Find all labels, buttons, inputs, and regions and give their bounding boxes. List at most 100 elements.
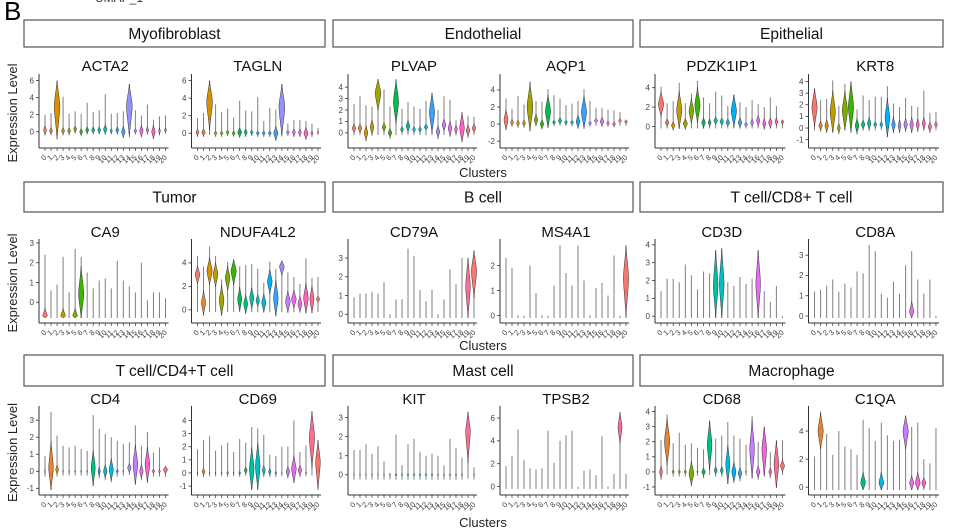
gene-title: ACTA2 (82, 58, 129, 75)
violin-body (231, 130, 236, 137)
violin-body (133, 128, 138, 134)
y-tick-label: 4 (339, 83, 344, 92)
x-tick-label: 5 (685, 153, 694, 162)
y-tick-label: 4 (491, 437, 496, 446)
violin-body (707, 420, 713, 471)
x-tick-label: 7 (698, 153, 707, 162)
violin-body (310, 130, 314, 137)
y-tick-label: 3 (646, 422, 651, 431)
y-tick-label: 4 (182, 259, 187, 268)
x-tick-label: 3 (366, 328, 375, 337)
x-tick-label: 5 (530, 153, 539, 162)
violin-body (230, 259, 237, 285)
x-tick-label: 8 (548, 328, 557, 337)
violin-body (503, 109, 509, 130)
violin-body (618, 117, 622, 124)
violin-body (719, 117, 724, 127)
x-tick-label: 9 (710, 500, 719, 509)
x-tick-label: 11 (255, 153, 267, 165)
violin-body (195, 128, 200, 137)
x-tick-label: 1 (45, 328, 54, 337)
violin-body (196, 472, 199, 474)
violin-body (164, 127, 167, 133)
x-tick-label: 11 (103, 500, 115, 512)
y-tick-label: 2 (339, 273, 344, 282)
violin-body (916, 118, 920, 131)
gene-title: CD79A (390, 224, 438, 241)
violin-body (273, 279, 279, 317)
violin-body (713, 465, 718, 476)
x-tick-label: 6 (692, 328, 701, 337)
gene-title: KRT8 (856, 58, 894, 75)
x-tick-label: 0 (348, 153, 357, 162)
violin-body (744, 470, 748, 474)
violin-body (915, 471, 921, 491)
x-tick-label: 0 (809, 500, 818, 509)
facet-header-label: Mast cell (452, 363, 513, 380)
violin-body (594, 117, 598, 124)
violin-body (855, 118, 860, 134)
violin-body (91, 125, 95, 135)
violin-body (103, 123, 108, 135)
y-tick-label: 2 (646, 437, 651, 446)
x-tick-label: 1 (815, 328, 824, 337)
gene-title: PDZK1IP1 (686, 58, 757, 75)
y-tick-label: 3 (339, 413, 344, 422)
violin-body (922, 117, 926, 130)
violin-body (430, 472, 434, 477)
violin-body (873, 120, 877, 129)
x-tick-label: 2 (360, 153, 369, 162)
violin-body (600, 116, 604, 127)
violin-body (121, 126, 126, 138)
y-tick-label: 2 (182, 282, 187, 291)
facet-header-box (639, 354, 944, 387)
x-tick-label: 9 (402, 153, 411, 162)
violin-body (817, 412, 824, 450)
violin-body (158, 468, 161, 475)
x-tick-label: 1 (815, 500, 824, 509)
x-tick-label: 8 (704, 500, 713, 509)
y-tick-label: 4 (646, 407, 651, 416)
x-tick-label: 2 (512, 153, 521, 162)
violin-body (909, 301, 914, 319)
x-tick-label: 9 (863, 500, 872, 509)
violin-body (861, 119, 866, 130)
violin-body (97, 466, 101, 476)
y-tick-label: 3 (182, 429, 187, 438)
x-tick-label: 0 (655, 500, 664, 509)
gene-title: CD8A (855, 224, 895, 241)
x-tick-label: 8 (548, 153, 557, 162)
y-tick-label: 2 (491, 261, 496, 270)
x-tick-label: 7 (81, 328, 90, 337)
facet-header-box (23, 19, 326, 48)
violin-body (72, 308, 78, 319)
x-tick-label: 8 (396, 153, 405, 162)
violin-body (201, 467, 206, 476)
x-tick-label: 1 (815, 153, 824, 162)
x-tick-label: 2 (204, 500, 213, 509)
x-tick-label: 1 (45, 500, 54, 509)
violin-body (921, 476, 927, 490)
x-tick-label: 5 (839, 328, 848, 337)
violin-body (665, 118, 670, 128)
violin-body (225, 129, 230, 136)
violin-body (53, 80, 61, 140)
violin-body (418, 472, 422, 477)
x-tick-label: 6 (75, 153, 84, 162)
violin-body (576, 114, 580, 129)
x-tick-label: 1 (198, 500, 207, 509)
violin-body (773, 440, 779, 488)
violin-body (226, 470, 229, 476)
x-tick-label: 6 (228, 500, 237, 509)
x-axis-label: Clusters (459, 338, 507, 353)
violin-body (713, 116, 718, 126)
violin-body (244, 466, 248, 475)
x-tick-label: 3 (210, 153, 219, 162)
y-tick-label: 4 (491, 86, 496, 95)
y-tick-label: 0 (491, 120, 496, 129)
x-tick-label: 0 (809, 328, 818, 337)
violin-body (389, 473, 391, 477)
violin-body (43, 125, 47, 135)
x-tick-label: 2 (360, 328, 369, 337)
x-tick-label: 1 (198, 328, 207, 337)
